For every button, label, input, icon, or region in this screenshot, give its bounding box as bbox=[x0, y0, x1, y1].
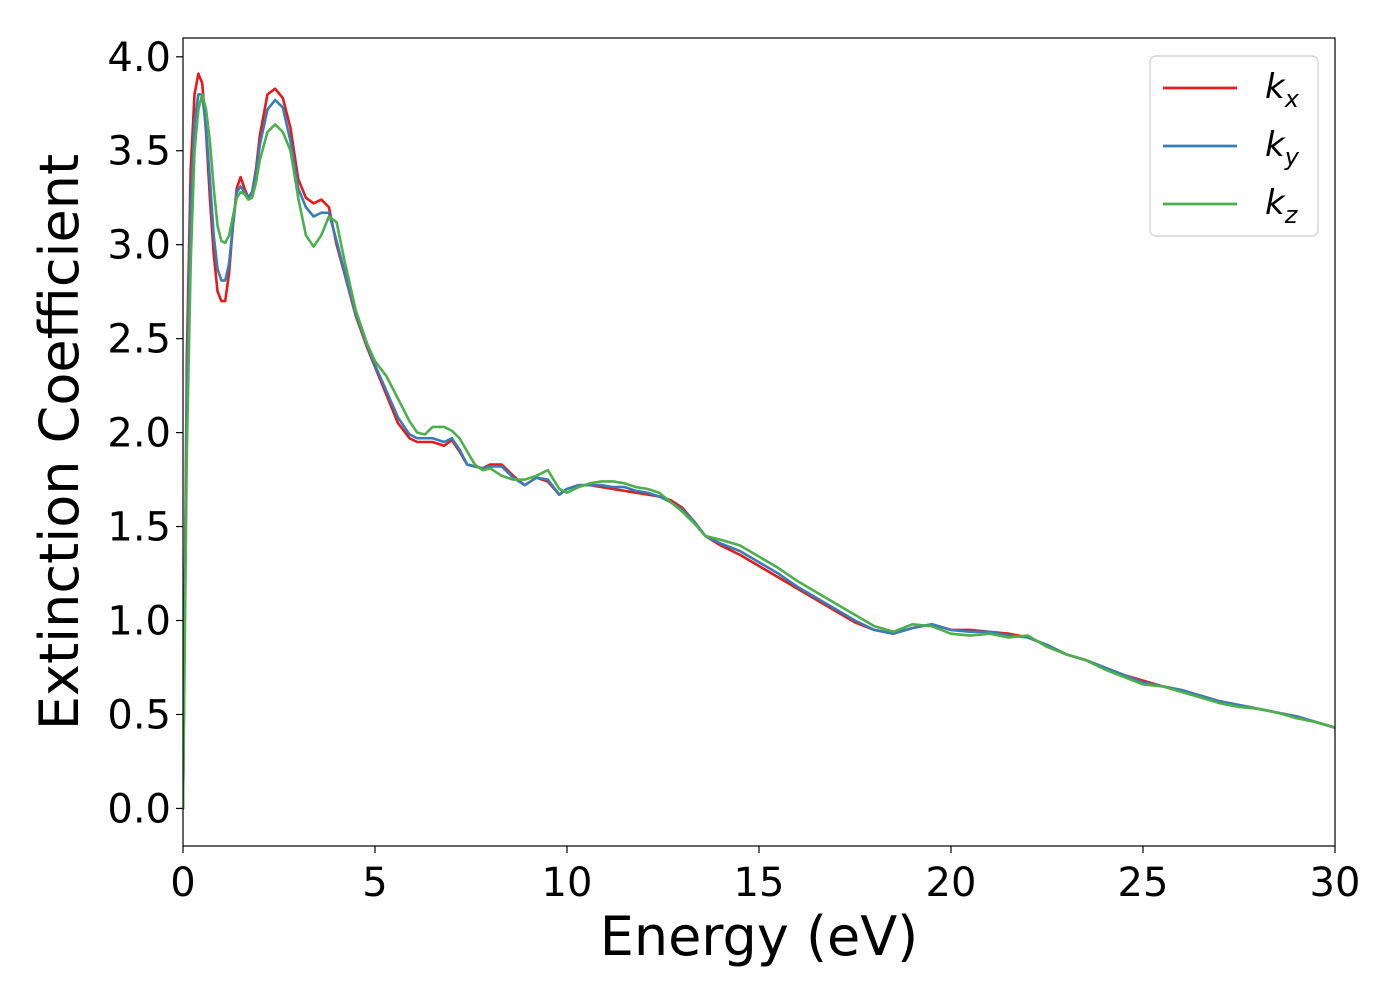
y-tick-label: 3.5 bbox=[107, 129, 171, 175]
y-tick-label: 0.0 bbox=[107, 786, 171, 832]
x-axis: 0 5 10 15 20 25 30 bbox=[170, 846, 1360, 906]
x-tick-label: 20 bbox=[926, 860, 977, 906]
y-tick-label: 2.0 bbox=[107, 411, 171, 457]
legend-label-y: ky bbox=[1265, 125, 1300, 171]
x-tick-label: 30 bbox=[1310, 860, 1361, 906]
x-tick-label: 5 bbox=[362, 860, 387, 906]
y-tick-label: 3.0 bbox=[107, 223, 171, 269]
y-tick-label: 2.5 bbox=[107, 317, 171, 363]
y-axis-label: Extinction Coefficient bbox=[28, 154, 91, 730]
y-tick-label: 4.0 bbox=[107, 35, 171, 81]
y-tick-label: 1.0 bbox=[107, 599, 171, 645]
x-tick-label: 25 bbox=[1118, 860, 1169, 906]
x-tick-label: 0 bbox=[170, 860, 195, 906]
legend-label-z: kz bbox=[1265, 183, 1299, 229]
legend: kx ky kz bbox=[1149, 55, 1319, 237]
series-layer bbox=[183, 72, 1335, 810]
x-tick-label: 10 bbox=[542, 860, 593, 906]
x-axis-label: Energy (eV) bbox=[600, 905, 919, 968]
series-line-z bbox=[183, 93, 1335, 810]
y-axis: 0.0 0.5 1.0 1.5 2.0 2.5 3.0 3.5 4.0 bbox=[107, 35, 183, 832]
y-tick-label: 1.5 bbox=[107, 505, 171, 551]
legend-label-x: kx bbox=[1265, 67, 1300, 113]
y-tick-label: 0.5 bbox=[107, 692, 171, 738]
x-tick-label: 15 bbox=[734, 860, 785, 906]
